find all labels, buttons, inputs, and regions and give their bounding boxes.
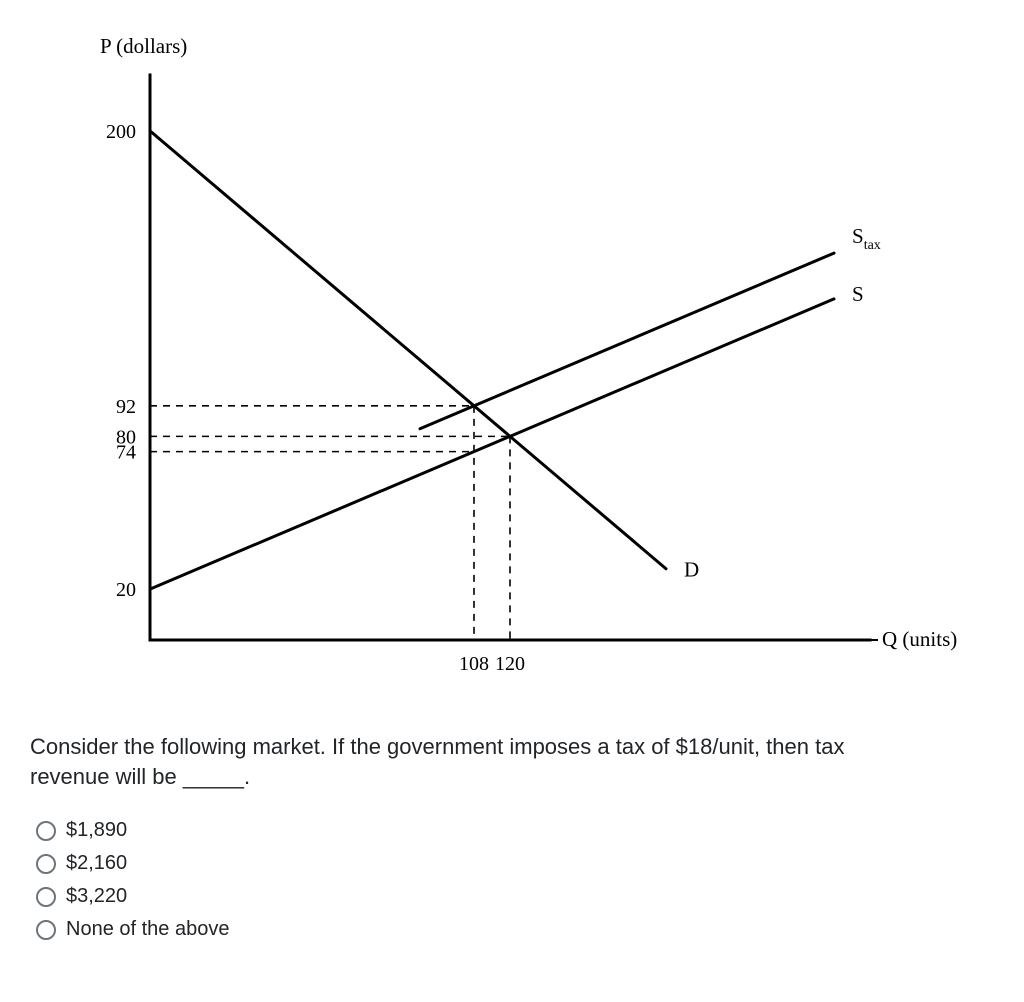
option-c[interactable]: $3,220 [36, 885, 994, 908]
svg-text:120: 120 [495, 653, 525, 675]
radio-icon [36, 854, 56, 874]
question-text: Consider the following market. If the go… [30, 732, 990, 791]
option-label: $1,890 [66, 819, 127, 842]
supply-demand-chart: P (dollars)Q (units)20092807420108120DSS… [30, 20, 990, 720]
option-label: $2,160 [66, 852, 127, 875]
svg-text:92: 92 [116, 396, 136, 418]
page-root: P (dollars)Q (units)20092807420108120DSS… [0, 0, 1024, 1002]
svg-text:P (dollars): P (dollars) [100, 34, 187, 58]
svg-text:Stax: Stax [852, 224, 881, 253]
svg-text:108: 108 [459, 653, 489, 675]
radio-icon [36, 821, 56, 841]
svg-text:200: 200 [106, 121, 136, 143]
answer-options: $1,890 $2,160 $3,220 None of the above [30, 819, 994, 941]
option-label: None of the above [66, 918, 229, 941]
option-label: $3,220 [66, 885, 127, 908]
svg-text:74: 74 [116, 442, 136, 464]
question-line-2: revenue will be _____. [30, 764, 250, 789]
svg-text:D: D [684, 558, 699, 582]
question-line-1: Consider the following market. If the go… [30, 734, 844, 759]
radio-icon [36, 920, 56, 940]
option-b[interactable]: $2,160 [36, 852, 994, 875]
option-d[interactable]: None of the above [36, 918, 994, 941]
svg-text:20: 20 [116, 579, 136, 601]
svg-text:Q (units): Q (units) [882, 627, 957, 651]
svg-text:S: S [852, 282, 864, 306]
radio-icon [36, 887, 56, 907]
option-a[interactable]: $1,890 [36, 819, 994, 842]
